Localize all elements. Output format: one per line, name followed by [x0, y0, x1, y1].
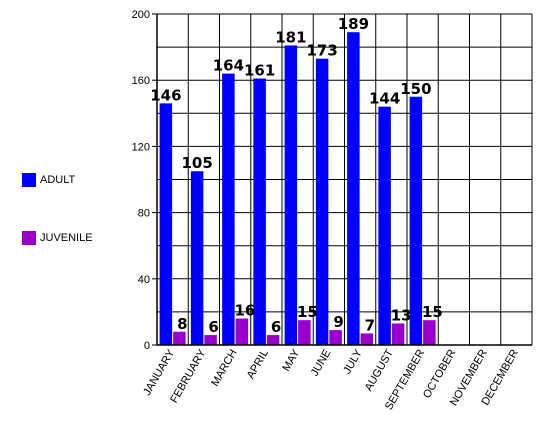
- x-tick-label-may: MAY: [280, 347, 302, 374]
- bar-adult-may: [284, 45, 298, 345]
- bar-adult-april: [253, 78, 266, 346]
- data-label-adult-march: 164: [213, 57, 244, 75]
- bar-juvenile-august: [391, 323, 405, 345]
- bar-adult-august: [378, 106, 391, 346]
- y-tick-label: 0: [144, 340, 150, 352]
- bar-juvenile-march: [235, 318, 249, 345]
- bar-juvenile-january: [173, 331, 186, 345]
- data-label-juvenile-may: 15: [297, 303, 318, 321]
- y-tick-label: 200: [132, 9, 150, 21]
- data-label-adult-august: 144: [369, 90, 400, 108]
- data-label-juvenile-july: 7: [365, 316, 375, 334]
- data-label-adult-july: 189: [338, 15, 369, 33]
- y-tick-label: 120: [132, 141, 150, 153]
- legend-swatch-juvenile: [22, 231, 36, 245]
- data-label-adult-february: 105: [181, 154, 212, 172]
- data-label-adult-april: 161: [244, 62, 275, 80]
- data-label-adult-may: 181: [275, 28, 306, 46]
- data-label-juvenile-june: 9: [333, 313, 343, 331]
- bar-juvenile-april: [266, 335, 280, 345]
- x-tick-label-june: JUNE: [309, 348, 334, 379]
- bar-adult-september: [409, 96, 423, 345]
- y-tick-label: 40: [138, 274, 150, 286]
- legend-label-juvenile: JUVENILE: [40, 232, 93, 244]
- bar-adult-july: [347, 32, 360, 345]
- bar-juvenile-may: [298, 320, 311, 345]
- x-tick-label-july: JULY: [341, 347, 365, 376]
- x-tick-label-april: APRIL: [245, 348, 271, 382]
- legend-swatch-adult: [22, 173, 36, 187]
- data-label-adult-september: 150: [400, 80, 431, 98]
- bar-adult-january: [159, 103, 173, 346]
- data-label-juvenile-september: 15: [422, 303, 443, 321]
- bar-adult-june: [315, 58, 329, 346]
- bar-adult-february: [190, 171, 204, 345]
- data-label-adult-january: 146: [150, 86, 181, 104]
- data-label-juvenile-august: 13: [391, 306, 412, 324]
- bar-juvenile-june: [329, 330, 342, 345]
- bar-juvenile-february: [204, 335, 217, 345]
- data-label-juvenile-february: 6: [208, 318, 218, 336]
- bar-adult-march: [222, 73, 235, 345]
- y-tick-label: 160: [132, 75, 150, 87]
- bar-juvenile-september: [423, 320, 436, 345]
- x-tick-label-march: MARCH: [209, 347, 240, 388]
- data-label-juvenile-april: 6: [271, 318, 281, 336]
- data-label-juvenile-january: 8: [177, 315, 187, 333]
- x-tick-label-january: JANUARY: [141, 347, 177, 398]
- legend-label-adult: ADULT: [40, 174, 76, 186]
- x-tick-label-august: AUGUST: [363, 347, 396, 393]
- data-label-adult-june: 173: [306, 42, 337, 60]
- y-tick-label: 80: [138, 208, 150, 220]
- bar-juvenile-july: [360, 333, 374, 345]
- data-label-juvenile-march: 16: [234, 302, 255, 320]
